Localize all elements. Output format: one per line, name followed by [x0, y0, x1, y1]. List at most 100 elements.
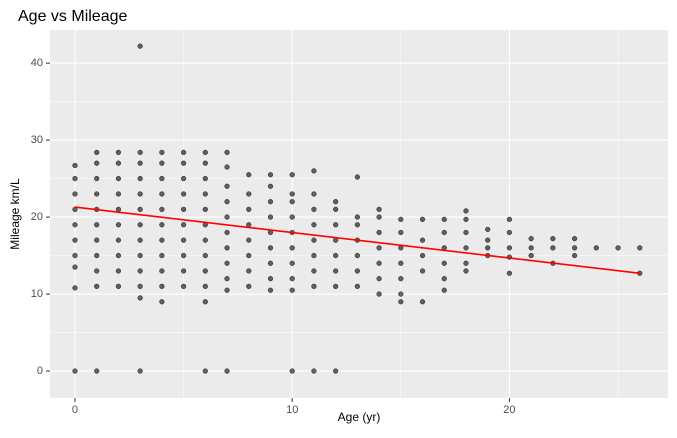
- point: [289, 260, 295, 266]
- point: [180, 160, 187, 166]
- point: [332, 206, 339, 213]
- point: [419, 216, 426, 223]
- point: [224, 245, 230, 251]
- point: [180, 283, 187, 290]
- x-tick-label: 20: [503, 404, 515, 416]
- point: [72, 222, 78, 228]
- point: [528, 252, 534, 259]
- point: [354, 222, 361, 228]
- point: [441, 260, 447, 266]
- point: [571, 235, 578, 242]
- point: [94, 175, 100, 182]
- point: [137, 237, 143, 243]
- point: [246, 191, 252, 197]
- y-tick-label: 0: [37, 365, 43, 377]
- point: [246, 206, 252, 213]
- point: [202, 160, 208, 166]
- point: [224, 164, 230, 170]
- point: [72, 162, 78, 169]
- point: [267, 260, 274, 266]
- point: [441, 229, 447, 236]
- point: [159, 252, 165, 259]
- point: [485, 226, 491, 233]
- point: [289, 276, 295, 282]
- point: [137, 295, 143, 301]
- point: [137, 191, 143, 197]
- point: [159, 222, 165, 228]
- point: [463, 208, 469, 214]
- point: [267, 287, 274, 293]
- point: [72, 175, 78, 182]
- point: [463, 268, 469, 274]
- point: [94, 160, 100, 166]
- point: [72, 206, 78, 213]
- x-axis-label: Age (yr): [338, 410, 381, 424]
- point: [137, 252, 143, 259]
- point: [550, 245, 556, 251]
- point: [180, 175, 187, 182]
- point: [267, 276, 274, 282]
- point: [376, 229, 382, 236]
- point: [311, 252, 317, 259]
- point: [354, 252, 361, 259]
- point: [463, 245, 469, 251]
- point: [311, 206, 317, 213]
- point: [332, 199, 339, 205]
- point: [311, 268, 317, 274]
- point: [376, 206, 382, 213]
- point: [94, 252, 100, 259]
- point: [289, 245, 295, 251]
- point: [441, 216, 447, 223]
- point: [593, 245, 599, 251]
- point: [246, 268, 252, 274]
- y-tick-label: 30: [31, 134, 43, 146]
- point: [267, 172, 274, 178]
- point: [506, 270, 513, 276]
- point: [485, 245, 491, 251]
- point: [72, 285, 78, 291]
- point: [202, 283, 208, 290]
- point: [72, 237, 78, 243]
- chart-title: Age vs Mileage: [18, 8, 127, 25]
- point: [289, 214, 295, 220]
- point: [332, 368, 339, 374]
- point: [224, 149, 230, 156]
- panel: [50, 30, 668, 398]
- point: [115, 237, 122, 243]
- point: [289, 199, 295, 205]
- point: [354, 174, 361, 180]
- point: [115, 149, 122, 156]
- point: [137, 149, 143, 156]
- point: [159, 237, 165, 243]
- point: [506, 229, 513, 236]
- point: [202, 368, 208, 374]
- point: [202, 191, 208, 197]
- point: [332, 268, 339, 274]
- point: [224, 276, 230, 282]
- point: [180, 191, 187, 197]
- point: [159, 283, 165, 290]
- y-tick-label: 10: [31, 288, 43, 300]
- point: [419, 299, 426, 305]
- point: [376, 214, 382, 220]
- point: [398, 299, 404, 305]
- point: [398, 260, 404, 266]
- point: [637, 245, 643, 251]
- point: [419, 237, 426, 243]
- point: [506, 216, 513, 223]
- point: [202, 268, 208, 274]
- point: [159, 160, 165, 166]
- point: [180, 206, 187, 213]
- point: [267, 199, 274, 205]
- point: [332, 222, 339, 228]
- point: [441, 287, 447, 293]
- point: [419, 252, 426, 259]
- y-tick-label: 40: [31, 57, 43, 69]
- point: [202, 149, 208, 156]
- point: [72, 252, 78, 259]
- point: [224, 183, 230, 189]
- point: [289, 172, 295, 178]
- point: [376, 245, 382, 251]
- point: [94, 237, 100, 243]
